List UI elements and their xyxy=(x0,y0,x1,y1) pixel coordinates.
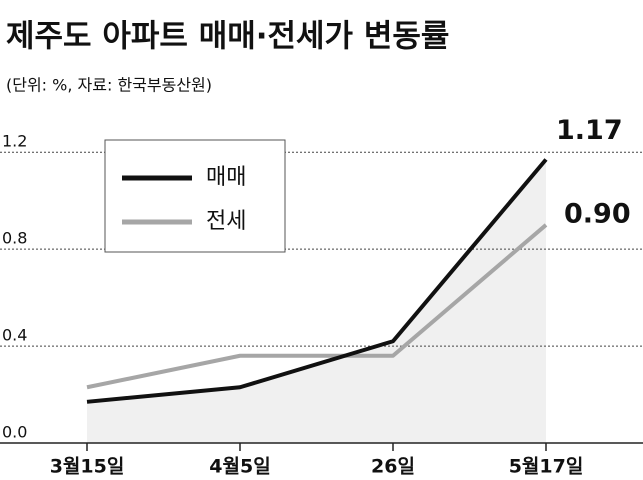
y-tick-label: 0.4 xyxy=(2,326,27,345)
legend-box xyxy=(104,139,286,253)
legend-label: 매매 xyxy=(206,165,246,190)
line xyxy=(86,158,548,404)
y-tick-label: 0.0 xyxy=(2,423,27,442)
y-tick-label: 0.8 xyxy=(2,229,27,248)
value-label: 1.17 xyxy=(556,115,623,146)
x-tick-label: 3월15일 xyxy=(50,456,125,478)
x-tick-label: 26일 xyxy=(371,456,415,478)
line xyxy=(86,223,548,390)
value-label: 0.90 xyxy=(564,198,631,229)
x-tick-label: 4월5일 xyxy=(209,456,270,478)
area xyxy=(87,159,546,443)
chart-title: 제주도 아파트 매매·전세가 변동률 xyxy=(6,19,449,55)
x-tick-label: 5월17일 xyxy=(509,456,584,478)
y-tick-label: 1.2 xyxy=(2,132,27,151)
chart-subtitle: (단위: %, 자료: 한국부동산원) xyxy=(6,76,212,95)
legend-label: 전세 xyxy=(206,209,246,234)
